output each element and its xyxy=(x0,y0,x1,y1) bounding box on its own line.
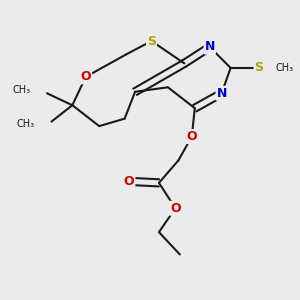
Text: CH₃: CH₃ xyxy=(275,63,293,73)
Text: S: S xyxy=(147,34,156,47)
Text: S: S xyxy=(254,61,263,74)
Text: N: N xyxy=(205,40,215,53)
Text: O: O xyxy=(124,175,134,188)
Text: O: O xyxy=(170,202,181,215)
Text: N: N xyxy=(217,87,227,100)
Text: O: O xyxy=(187,130,197,143)
Text: O: O xyxy=(80,70,91,83)
Text: CH₃: CH₃ xyxy=(12,85,31,95)
Text: CH₃: CH₃ xyxy=(17,119,35,129)
